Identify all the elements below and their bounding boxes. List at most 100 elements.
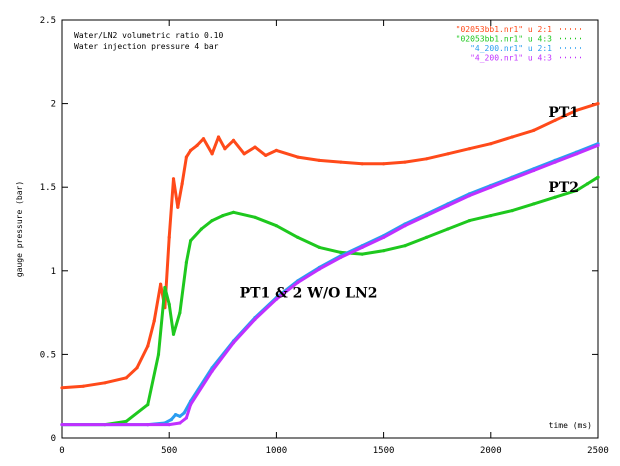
data-point: [182, 411, 186, 415]
data-point: [146, 344, 150, 348]
data-point: [575, 108, 579, 112]
data-point: [339, 255, 343, 259]
data-point: [210, 219, 214, 223]
data-point: [360, 252, 364, 256]
legend: "02053bb1.nr1" u 2:1"02053bb1.nr1" u 4:3…: [456, 25, 584, 63]
data-point: [146, 403, 150, 407]
data-point: [446, 152, 450, 156]
x-tick-label: 2000: [480, 446, 502, 456]
data-point: [159, 282, 163, 286]
data-point: [467, 219, 471, 223]
data-point: [596, 175, 600, 179]
x-tick-label: 500: [161, 446, 177, 456]
legend-label: "02053bb1.nr1" u 4:3: [456, 35, 553, 44]
data-point: [81, 384, 85, 388]
data-point: [201, 137, 206, 141]
data-point: [174, 413, 178, 417]
data-point: [296, 155, 300, 159]
data-point: [424, 157, 429, 161]
data-point: [124, 376, 128, 380]
data-point: [60, 423, 64, 427]
data-point: [167, 235, 171, 239]
data-point: [171, 177, 176, 181]
y-tick-label: 1.5: [40, 183, 56, 193]
data-point: [221, 214, 225, 218]
data-point: [253, 317, 257, 321]
data-point: [532, 128, 536, 132]
data-point: [585, 182, 589, 186]
data-point: [596, 102, 600, 106]
annotations: PT1 PT2 PT1 & 2 W/O LN2: [240, 105, 579, 302]
data-point: [135, 366, 139, 370]
data-point: [189, 148, 193, 152]
legend-label: "02053bb1.nr1" u 2:1: [456, 25, 553, 34]
y-axis-label: gauge pressure (bar): [15, 181, 24, 277]
series-line-1: [61, 102, 599, 390]
data-point: [231, 138, 236, 142]
data-point: [167, 302, 171, 306]
data-point: [274, 297, 278, 301]
data-point: [169, 418, 173, 422]
x-tick-label: 1000: [266, 446, 288, 456]
data-point: [382, 249, 386, 253]
data-point: [553, 160, 557, 164]
data-point: [510, 135, 514, 139]
y-tick-label: 1: [51, 267, 56, 277]
data-point: [575, 152, 579, 156]
data-point: [242, 152, 246, 156]
data-point: [253, 215, 257, 219]
data-point: [467, 194, 471, 198]
data-point: [60, 386, 64, 390]
data-point: [446, 227, 450, 231]
data-point: [124, 419, 128, 423]
data-point: [195, 143, 199, 147]
data-point: [575, 188, 579, 193]
data-point: [274, 148, 278, 152]
data-point: [216, 135, 221, 139]
data-point: [424, 235, 429, 239]
data-point: [382, 235, 386, 239]
annotation-label: PT2: [548, 180, 579, 196]
data-point: [184, 416, 188, 420]
data-point: [189, 239, 193, 243]
data-point: [171, 332, 176, 336]
data-point: [553, 195, 557, 199]
data-point: [146, 423, 150, 427]
data-point: [532, 168, 536, 173]
data-point: [489, 214, 493, 218]
data-point: [296, 235, 300, 239]
series-layer: [60, 102, 600, 427]
data-point: [103, 381, 107, 385]
series-line-3: [62, 142, 599, 427]
legend-label: "4_200.nr1" u 2:1: [470, 44, 552, 53]
data-point: [296, 280, 300, 285]
data-point: [510, 209, 514, 213]
data-point: [264, 153, 268, 157]
data-point: [446, 204, 450, 208]
data-point: [178, 421, 182, 425]
data-point: [360, 245, 364, 249]
annotation-label: PT1 & 2 W/O LN2: [240, 286, 378, 302]
note-line-1: Water/LN2 volumetric ratio 0.10: [74, 31, 223, 40]
data-point: [510, 177, 514, 181]
data-point: [317, 267, 321, 271]
data-point: [253, 145, 257, 149]
data-point: [317, 158, 321, 162]
note-line-2: Water injection pressure 4 bar: [74, 42, 219, 51]
data-point: [403, 224, 407, 228]
data-point: [199, 227, 203, 231]
data-point: [467, 147, 471, 151]
y-tick-label: 0.5: [40, 350, 56, 360]
data-point: [274, 224, 278, 228]
data-point: [424, 214, 429, 218]
y-tick-label: 2.5: [40, 16, 56, 26]
data-point: [403, 244, 407, 248]
data-point: [553, 118, 557, 122]
ticks-layer: 0 500 1000 1500 2000 2500 0 0.5 1 1.5 2 2.5: [40, 16, 609, 456]
data-point: [180, 182, 184, 186]
data-point: [167, 423, 171, 427]
data-point: [184, 155, 188, 159]
data-point: [317, 245, 321, 249]
